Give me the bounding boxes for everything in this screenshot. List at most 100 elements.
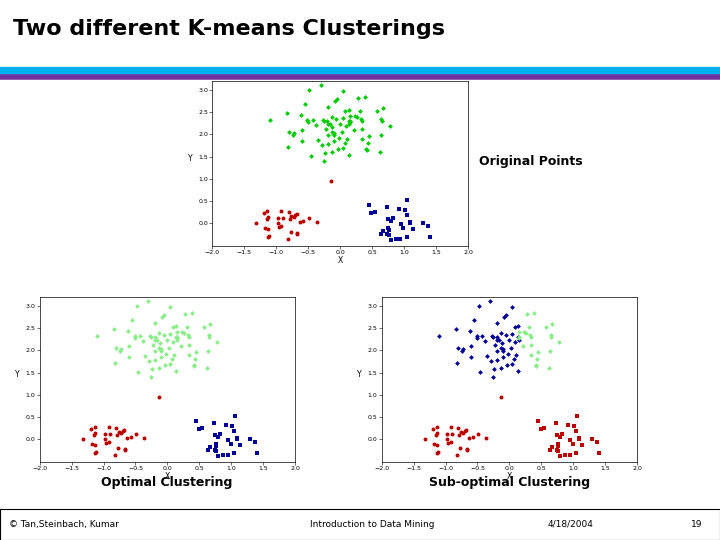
Point [395,235,406,244]
Point [361,144,372,153]
Point [208,419,220,428]
Point [204,333,215,341]
Point [299,100,310,109]
Point [446,429,458,438]
Point [179,309,191,318]
Point [273,219,284,227]
Point [506,302,518,311]
Point [505,343,517,352]
Point [337,86,348,95]
Point [468,316,480,325]
Point [562,471,573,480]
Point [343,116,354,125]
Point [262,225,274,233]
Point [457,345,469,353]
Point [147,364,158,373]
Point [123,352,135,361]
Point [531,362,542,370]
Point [528,308,540,317]
Point [520,328,531,337]
Point [103,423,114,431]
Point [461,445,472,454]
Point [292,229,303,238]
Point [320,148,331,157]
Point [573,435,585,444]
Point [513,322,524,330]
Point [291,210,302,218]
Point [124,342,135,350]
Point [277,213,289,222]
Point [153,328,165,337]
Point [341,134,353,143]
Point [428,440,440,449]
Point [510,350,522,359]
Point [467,433,478,441]
Point [554,433,566,442]
Point [154,339,166,347]
Text: Introduction to Data Mining: Introduction to Data Mining [310,520,434,529]
Point [325,176,337,185]
Point [455,428,467,436]
Point [306,75,318,84]
Point [495,328,507,337]
Point [198,322,210,331]
Point [480,434,492,442]
Point [294,110,306,119]
Point [343,106,355,114]
Point [422,222,433,231]
Point [502,360,513,369]
Point [551,446,562,454]
Point [417,218,428,227]
Point [356,125,368,133]
Point [114,347,126,355]
Point [156,345,167,354]
Point [264,232,275,240]
Point [431,449,443,457]
Point [161,336,173,345]
Point [387,214,399,222]
Point [544,446,556,455]
Point [149,319,161,328]
Point [518,328,530,336]
Point [312,136,323,145]
Point [112,444,124,453]
Point [526,350,537,359]
Point [573,434,585,442]
Point [85,424,96,433]
Point [89,431,100,440]
Point [399,206,410,215]
Point [91,448,102,456]
Point [138,337,149,346]
Point [474,367,485,376]
Point [419,434,431,443]
Point [167,323,179,332]
Point [460,426,472,434]
Point [302,116,313,124]
Point [317,116,328,124]
Point [344,111,356,120]
Point [571,411,582,420]
Point [546,443,557,451]
Point [122,433,133,442]
Point [99,429,111,438]
Point [526,341,537,349]
Point [117,427,128,435]
Point [475,291,487,300]
Point [495,363,507,372]
Point [491,319,503,328]
Point [498,352,509,361]
Point [328,136,340,145]
Point [167,338,179,347]
Point [459,427,470,435]
Point [184,332,195,341]
Point [264,116,276,124]
Point [307,116,319,124]
Point [354,106,366,115]
Point [543,363,554,372]
Point [427,424,438,433]
Point [310,121,322,130]
Point [244,434,256,443]
Point [550,419,562,428]
Point [512,332,523,341]
Point [523,322,535,331]
